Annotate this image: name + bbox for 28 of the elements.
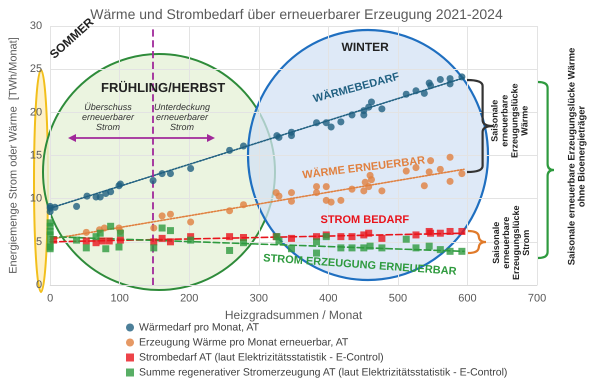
y-axis-title: Energiemenge Strom oder Wärme [TWh/Monat] [8, 37, 20, 274]
x-tick-label: 0 [47, 292, 54, 304]
y-tick-label: 5 [36, 236, 42, 248]
x-axis-title: Heizgradsummen / Monat [224, 308, 363, 322]
x-tick-label: 200 [180, 292, 198, 304]
x-tick-label: 300 [250, 292, 268, 304]
annotation: Saisonale erneuerbare Erzeugungslücke Strom [491, 204, 532, 282]
annotation: Überschuss erneuerbarer Strom [80, 102, 136, 133]
chart-title: Wärme und Strombedarf über erneuerbarer Erzeugung 2021-2024 [90, 6, 503, 22]
x-tick-label: 400 [319, 292, 338, 304]
legend-label: Strombedarf AT (laut Elektrizitätsstatistik - E-Control) [139, 352, 384, 364]
text: Saisonale erneuerbare Erzeugungslücke Wärme ohne Bioenergieträger [566, 46, 588, 267]
legend-label: Erzeugung Wärme pro Monat erneuerbar, AT [139, 336, 349, 348]
y-tick-label: 25 [30, 63, 42, 76]
annotation: FRÜHLING/HERBST [101, 80, 226, 96]
annotation: WÄRME ERNEUERBAR [301, 154, 426, 182]
legend-label: Wärmedarf pro Monat, AT [139, 322, 260, 334]
x-tick-label: 700 [528, 292, 546, 304]
annotation: WINTER [342, 40, 389, 54]
annotation: STROM BEDARF [320, 214, 410, 226]
x-tick-label: 600 [458, 292, 477, 304]
annotation: Saisonale erneuerbare Erzeugungslücke Wärme [489, 82, 530, 160]
annotation: STROM ERZEUGUNG ERNEUERBAR [262, 252, 457, 278]
annotation: Unterdeckung erneuerbarer Strom [152, 102, 212, 133]
x-tick-label: 500 [388, 292, 408, 304]
x-tick-label: 100 [110, 292, 129, 304]
legend-label: Summe regenerativer Stromerzeugung AT (laut Elektrizitätsstatistik - E-Control) [139, 366, 508, 378]
y-tick-label: 30 [30, 20, 42, 32]
